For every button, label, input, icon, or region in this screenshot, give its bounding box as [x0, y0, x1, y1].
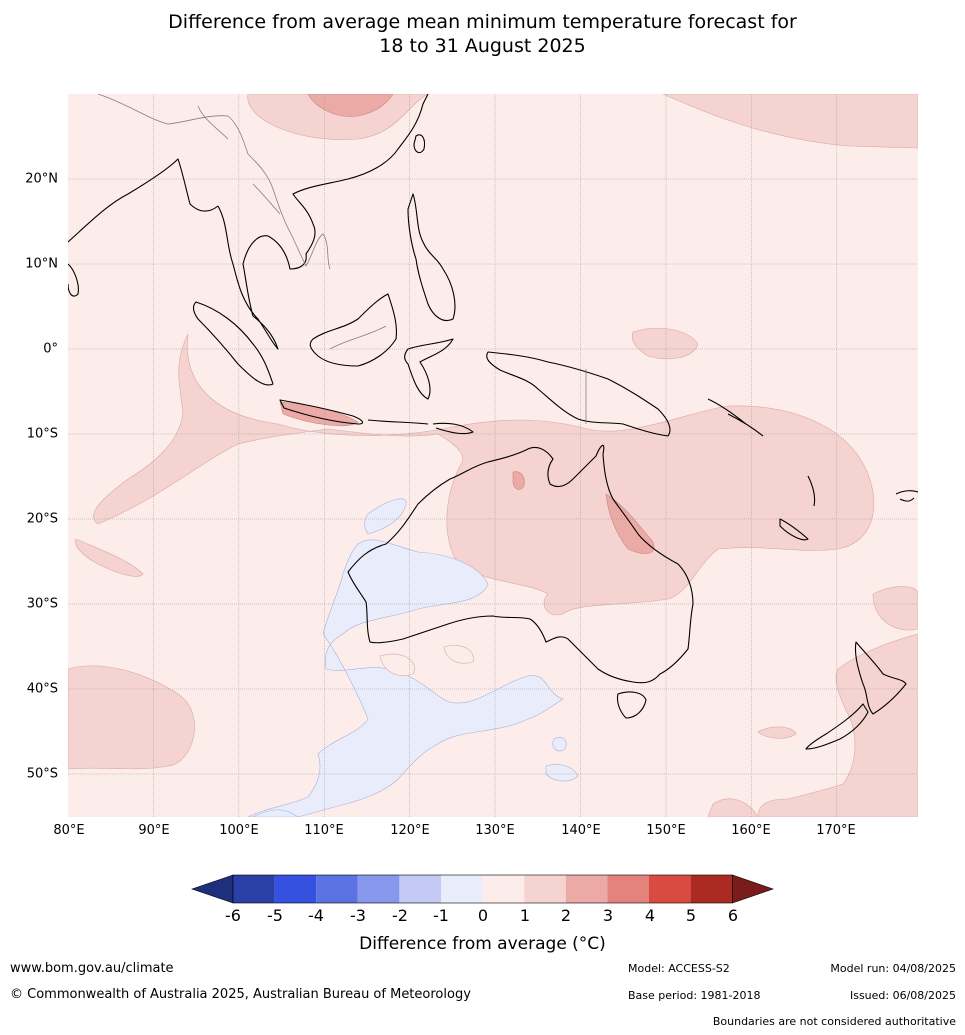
footer-copyright: © Commonwealth of Australia 2025, Austra… — [10, 987, 471, 1002]
colorbar-tick-neg6: -6 — [225, 906, 241, 925]
colorbar — [191, 874, 774, 904]
colorbar-tick-neg5: -5 — [267, 906, 283, 925]
coastline-philippines — [407, 193, 456, 322]
coastline-lesser-sunda — [367, 419, 474, 435]
border-borneo — [329, 325, 387, 350]
coastline-solomon-islands — [707, 398, 764, 437]
lon-label-120e: 120°E — [390, 823, 430, 838]
lat-label-40s: 40°S — [26, 681, 58, 697]
colorbar-tick-neg1: -1 — [433, 906, 449, 925]
coastline-vanuatu — [807, 475, 816, 507]
lat-label-50s: 50°S — [26, 766, 58, 782]
coastline-new-guinea — [486, 351, 671, 437]
lon-label-160e: 160°E — [731, 823, 771, 838]
colorbar-swatch-12 — [690, 875, 733, 903]
anomaly-shading-0-1-pockets — [379, 645, 474, 676]
colorbar-tick-0: 0 — [477, 906, 489, 925]
lon-label-170e: 170°E — [816, 823, 856, 838]
colorbar-swatch-9 — [565, 875, 608, 903]
coastline-new-zealand-north — [854, 641, 907, 715]
coastline-tasmania — [616, 691, 647, 719]
graticule — [68, 94, 918, 817]
colorbar-frame — [232, 874, 733, 904]
colorbar-swatch-7 — [482, 875, 525, 903]
map-title: Difference from average mean minimum tem… — [0, 10, 965, 58]
coastline-indochina — [217, 94, 429, 350]
coastline-new-caledonia — [779, 518, 809, 541]
coastline-sri-lanka — [68, 263, 79, 297]
lon-label-100e: 100°E — [219, 823, 259, 838]
footer-disclaimer: Boundaries are not considered authoritat… — [712, 1015, 956, 1028]
colorbar-swatch-13 — [732, 874, 774, 904]
colorbar-swatch-11 — [649, 875, 691, 903]
lat-label-10n: 10°N — [25, 256, 58, 272]
colorbar-swatch-8 — [524, 875, 566, 903]
colorbar-tick-5: 5 — [685, 906, 697, 925]
colorbar-tick-6: 6 — [727, 906, 739, 925]
coastline-australia — [347, 444, 694, 684]
colorbar-swatch-2 — [274, 875, 317, 903]
coastline-sumatra — [193, 301, 274, 386]
border-mainland-asia — [97, 94, 331, 270]
lat-label-10s: 10°S — [26, 426, 58, 442]
colorbar-swatch-4 — [357, 875, 400, 903]
colorbar-swatch-5 — [399, 875, 441, 903]
coastline-fiji — [895, 490, 918, 502]
footer-issued: Issued: 06/08/2025 — [849, 989, 956, 1002]
colorbar-tick-3: 3 — [602, 906, 614, 925]
lon-label-110e: 110°E — [304, 823, 344, 838]
lat-label-20s: 20°S — [26, 511, 58, 527]
coastline-java — [279, 399, 364, 425]
lon-label-130e: 130°E — [475, 823, 515, 838]
lat-label-0: 0° — [43, 341, 58, 357]
country-borders — [97, 94, 587, 424]
colorbar-tick-2: 2 — [560, 906, 572, 925]
coastlines — [68, 94, 918, 750]
footer-website: www.bom.gov.au/climate — [10, 961, 174, 976]
coastline-borneo — [309, 293, 397, 367]
colorbar-tick-neg4: -4 — [308, 906, 324, 925]
colorbar-swatch-1 — [233, 875, 275, 903]
colorbar-tick-4: 4 — [644, 906, 656, 925]
map-title-line2: 18 to 31 August 2025 — [379, 35, 586, 57]
colorbar-tick-neg3: -3 — [350, 906, 366, 925]
border-mainland-asia-2 — [197, 105, 281, 215]
colorbar-swatch-10 — [607, 875, 649, 903]
coastline-taiwan — [413, 134, 426, 154]
footer-base-period: Base period: 1981-2018 — [628, 989, 761, 1002]
lon-label-80e: 80°E — [53, 823, 85, 838]
colorbar-swatch-6 — [441, 875, 483, 903]
colorbar-label: Difference from average (°C) — [359, 934, 606, 954]
anomaly-shading-neg1-0 — [247, 498, 579, 817]
colorbar-tick-neg2: -2 — [392, 906, 408, 925]
coastline-india — [68, 158, 219, 243]
anomaly-shading-2-3 — [279, 94, 655, 554]
coastline-new-zealand-south — [805, 703, 869, 750]
lat-label-30s: 30°S — [26, 596, 58, 612]
forecast-map — [68, 94, 918, 817]
lat-label-20n: 20°N — [25, 171, 58, 187]
footer-model-run: Model run: 04/08/2025 — [830, 962, 956, 975]
lon-label-140e: 140°E — [561, 823, 601, 838]
colorbar-swatch-0 — [191, 874, 234, 904]
footer-model: Model: ACCESS-S2 — [628, 962, 730, 975]
lon-label-150e: 150°E — [646, 823, 686, 838]
anomaly-shading-1-2 — [68, 94, 918, 817]
colorbar-swatch-3 — [316, 875, 358, 903]
colorbar-tick-1: 1 — [519, 906, 531, 925]
map-title-line1: Difference from average mean minimum tem… — [168, 11, 797, 33]
lon-label-90e: 90°E — [138, 823, 170, 838]
coastline-sulawesi — [404, 338, 454, 400]
